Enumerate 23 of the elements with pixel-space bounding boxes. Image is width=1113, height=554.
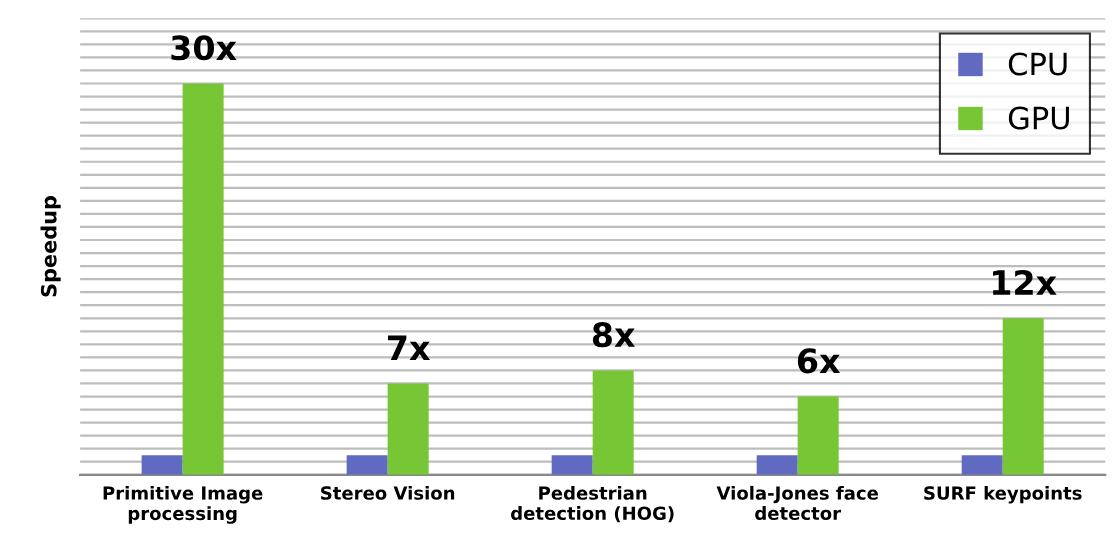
x-tick-label: Viola-Jones face detector <box>716 485 878 521</box>
data-label: 12x <box>993 269 1057 295</box>
bar <box>592 370 634 475</box>
legend-label: CPU <box>1008 52 1067 76</box>
y-axis-title: Speedup <box>40 196 61 297</box>
bar <box>961 455 1003 475</box>
x-tick-label: SURF keypoints <box>924 485 1082 504</box>
data-label: 30x <box>171 35 237 61</box>
bar <box>756 455 798 475</box>
bar <box>551 455 593 475</box>
bar <box>141 455 183 475</box>
data-label: 6x <box>797 348 841 374</box>
bar <box>797 396 839 475</box>
x-tick-label: Stereo Vision <box>321 485 455 500</box>
data-label: 7x <box>388 335 430 360</box>
legend-label: GPU <box>1008 106 1069 130</box>
bar <box>346 455 388 475</box>
x-tick-label: Primitive Image processing <box>103 485 263 524</box>
bar <box>387 383 429 475</box>
bar <box>1002 318 1044 475</box>
x-tick-label: Pedestrian detection (HOG) <box>511 485 674 523</box>
bar <box>182 83 224 475</box>
data-label: 8x <box>592 322 636 348</box>
